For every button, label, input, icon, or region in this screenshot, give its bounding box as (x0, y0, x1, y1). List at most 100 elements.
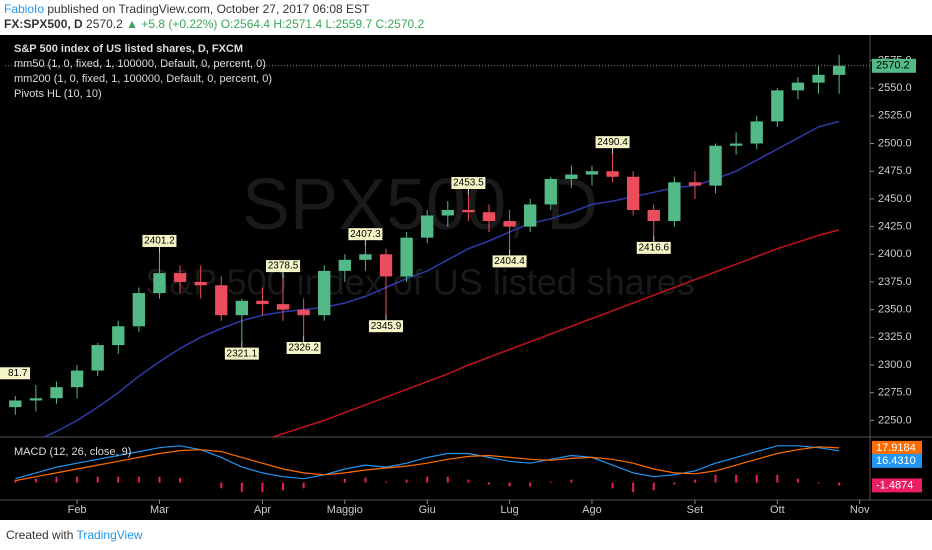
candle-body (215, 285, 228, 316)
y-tick-label: 2475.0 (878, 165, 912, 177)
legend-entry: mm200 (1, 0, fixed, 1, 100000, Default, … (14, 73, 272, 85)
candle-body (462, 209, 475, 213)
x-tick-label: Mar (150, 504, 169, 516)
candle-body (421, 215, 434, 238)
watermark: S&P 500 index of US listed shares (145, 262, 695, 303)
chart: SPX500, D S&P 500 index of US listed sha… (0, 35, 932, 520)
histogram-bar (487, 482, 490, 485)
histogram-bar (467, 479, 470, 483)
candle-body (194, 281, 207, 286)
value-tag-label: -1.4874 (876, 479, 913, 491)
pivot-label: 2345.9 (371, 321, 402, 332)
pivot-box (224, 347, 259, 360)
histogram-bar (570, 479, 573, 483)
value-tag (872, 478, 922, 493)
histogram-bar (632, 482, 635, 493)
y-tick-label: 2550.0 (878, 82, 912, 94)
candle-body (132, 293, 146, 327)
pivot-box (266, 260, 301, 273)
candle-body (544, 178, 557, 205)
x-tick-label: Lug (500, 504, 518, 516)
candle-body (400, 237, 413, 277)
y-tick-label: 2325.0 (878, 331, 912, 343)
histogram-bar (817, 482, 820, 484)
histogram-bar (240, 482, 243, 493)
candle-body (441, 209, 454, 216)
candle-body (379, 254, 393, 277)
series-line (15, 446, 840, 482)
change: ▲ +5.8 (+0.22%) (126, 17, 218, 31)
pivot-box (451, 177, 486, 190)
candle-body (297, 309, 310, 316)
histogram-bar (117, 476, 120, 483)
created: Created with (6, 528, 74, 542)
candle-body (626, 176, 640, 210)
histogram-bar (385, 481, 388, 483)
value-tag-label: 16.4310 (876, 455, 916, 467)
legend-entry: mm50 (1, 0, fixed, 1, 100000, Default, 0… (14, 58, 266, 70)
ohlc: O:2564.4 H:2571.4 L:2559.7 C:2570.2 (220, 17, 425, 31)
pivot-box (348, 228, 383, 241)
footer: Created with TradingView (6, 528, 143, 542)
series-line (15, 445, 840, 480)
histogram-bar (364, 477, 367, 483)
candle-body (153, 273, 166, 294)
histogram-bar (343, 478, 346, 483)
candle-body (50, 387, 63, 399)
histogram-bar (755, 474, 758, 483)
candle-body (503, 221, 516, 227)
value-tag-label: 17.9184 (876, 442, 916, 454)
candle-body (318, 270, 331, 316)
legend-title: S&P 500 index of US listed shares, D, FX… (14, 43, 243, 55)
histogram-bar (55, 476, 58, 483)
pivot-label: 2378.5 (268, 261, 299, 272)
watermark: SPX500, D (242, 165, 598, 245)
histogram-bar (14, 480, 17, 483)
candle-body (235, 300, 249, 316)
x-tick-label: Ago (582, 504, 602, 516)
pivot-box (0, 367, 30, 380)
histogram-bar (302, 482, 305, 489)
pivot-box (492, 255, 527, 268)
pivot-box (286, 342, 321, 355)
candle-body (482, 212, 496, 222)
series-line (41, 120, 840, 437)
candle-body (112, 326, 125, 346)
pivot-label: 2401.2 (144, 236, 175, 247)
price: 2570.2 (86, 17, 123, 31)
author[interactable]: FabioIo (4, 2, 45, 16)
candle-body (338, 259, 351, 271)
candle-body (524, 204, 537, 227)
x-tick-label: Ott (770, 504, 785, 516)
y-tick-label: 2400.0 (878, 248, 912, 260)
candle-body (668, 182, 681, 222)
brand[interactable]: TradingView (76, 528, 143, 542)
last-price-box (872, 58, 916, 73)
histogram-bar (652, 482, 655, 491)
y-tick-label: 2375.0 (878, 276, 912, 288)
y-tick-label: 2250.0 (878, 414, 912, 426)
y-tick-label: 2300.0 (878, 359, 912, 371)
candle-body (359, 254, 372, 260)
histogram-bar (611, 482, 614, 489)
y-tick-label: 2275.0 (878, 387, 912, 399)
y-tick-label: 2350.0 (878, 304, 912, 316)
y-tick-label: 2500.0 (878, 137, 912, 149)
histogram-bar (776, 474, 779, 483)
x-tick-label: Feb (68, 504, 87, 516)
pivot-label: 2326.2 (288, 343, 319, 354)
candle-body (771, 90, 784, 122)
histogram-bar (549, 481, 552, 483)
histogram-bar (838, 482, 841, 486)
candle-body (709, 145, 722, 186)
candle-body (29, 398, 43, 401)
candle-body (256, 300, 269, 305)
histogram-bar (261, 482, 264, 493)
pivot-label: 2321.1 (227, 348, 258, 359)
candle-body (832, 65, 846, 75)
pivot-label: 2416.6 (638, 243, 669, 254)
histogram-bar (34, 478, 37, 483)
histogram-bar (673, 482, 676, 485)
histogram-bar (158, 476, 161, 483)
y-tick-label: 2525.0 (878, 110, 912, 122)
